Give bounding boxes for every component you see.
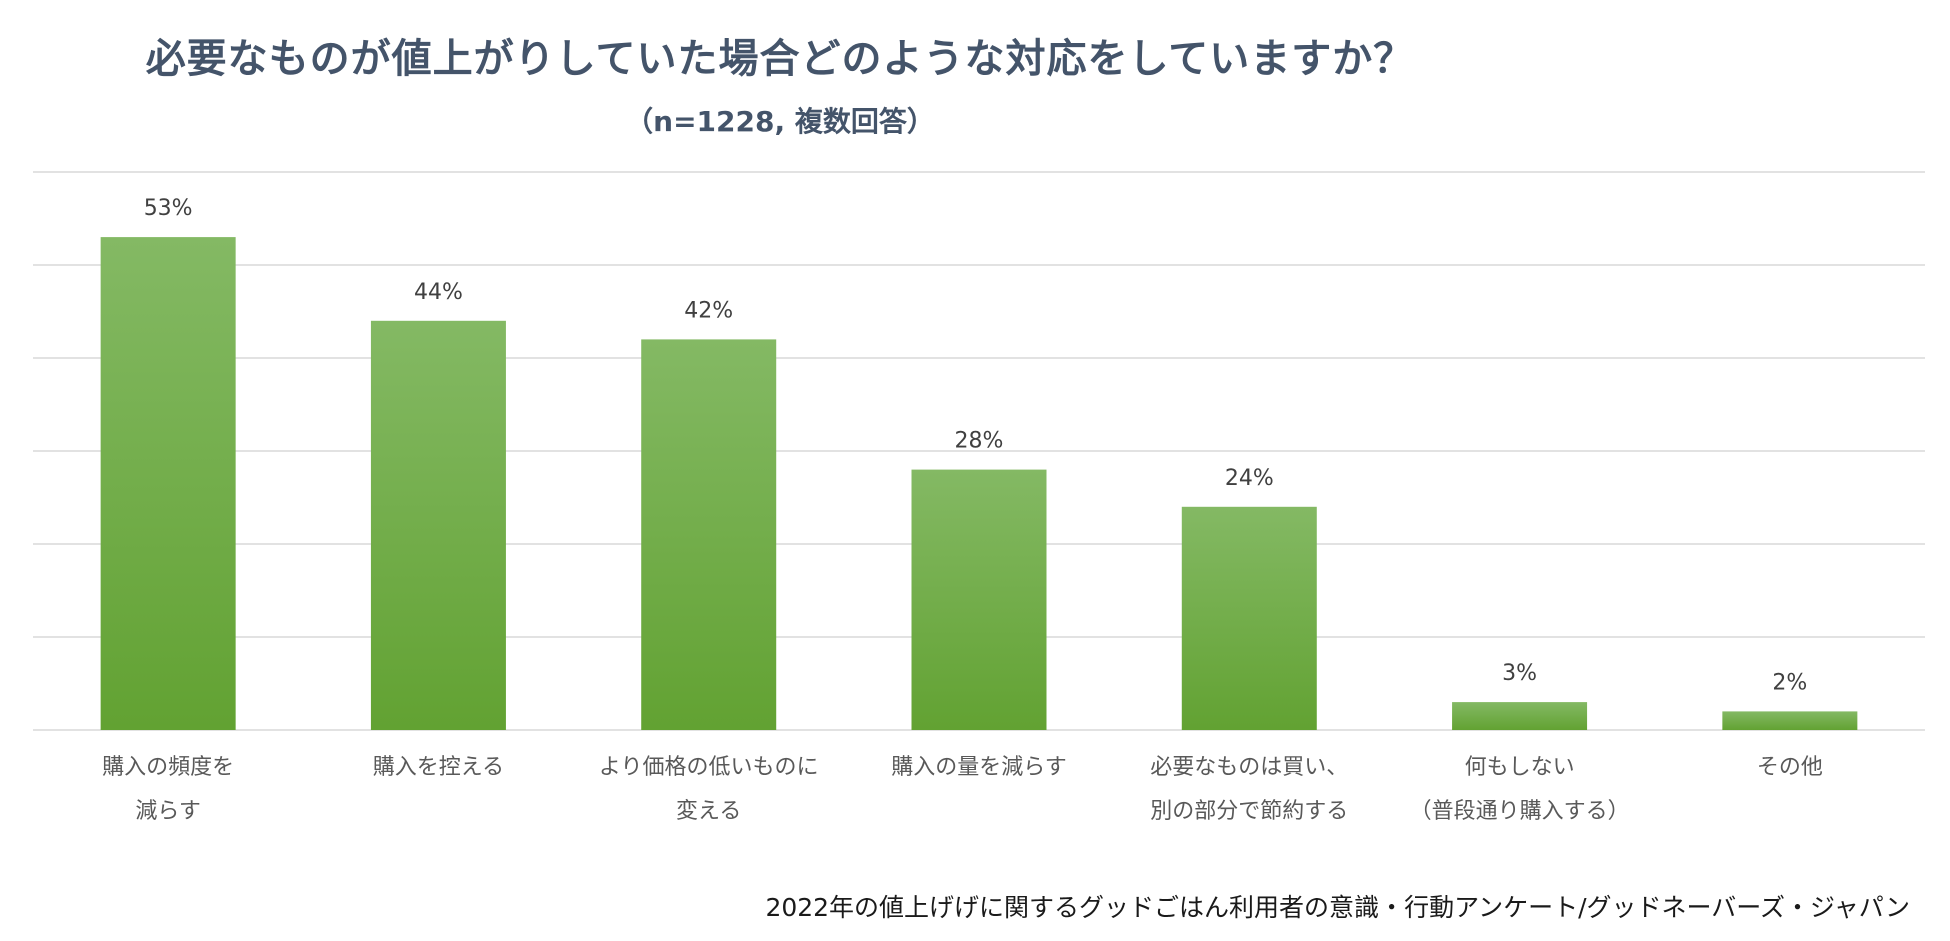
category-label: （普段通り購入する） [1410, 799, 1630, 824]
bar [100, 237, 236, 730]
category-label: 購入を控える [373, 755, 504, 780]
bar [1181, 506, 1317, 730]
data-label: 2% [1772, 670, 1807, 695]
bar [370, 320, 506, 730]
category-label: 何もしない [1465, 755, 1575, 780]
bar [1452, 702, 1588, 730]
chart-title: 必要なものが値上がりしていた場合どのような対応をしていますか？ [145, 36, 1415, 82]
category-label: その他 [1757, 755, 1823, 780]
chart-subtitle: （n=1228, 複数回答） [625, 105, 935, 138]
category-label: 購入の量を減らす [891, 755, 1067, 780]
category-label: 必要なものは買い、 [1150, 755, 1348, 780]
data-label: 3% [1502, 661, 1537, 686]
data-labels: 53% 44% 42% 28% 24% 3% 2% [144, 196, 1808, 695]
bar [911, 469, 1047, 730]
category-label: 変える [676, 799, 741, 824]
source-note: 2022年の値上げげに関するグッドごはん利用者の意識・行動アンケート/グッドネー… [765, 893, 1910, 922]
category-label: より価格の低いものに [599, 755, 819, 780]
data-label: 53% [144, 196, 193, 221]
data-label: 28% [955, 429, 1004, 454]
bar [1722, 711, 1858, 730]
category-label: 減らす [135, 799, 201, 824]
bar [641, 339, 777, 730]
data-label: 44% [414, 280, 463, 305]
bars [100, 237, 1858, 730]
data-label: 42% [684, 298, 733, 323]
data-label: 24% [1225, 466, 1274, 491]
category-label: 購入の頻度を [102, 755, 234, 780]
category-label: 別の部分で節約する [1150, 799, 1348, 824]
